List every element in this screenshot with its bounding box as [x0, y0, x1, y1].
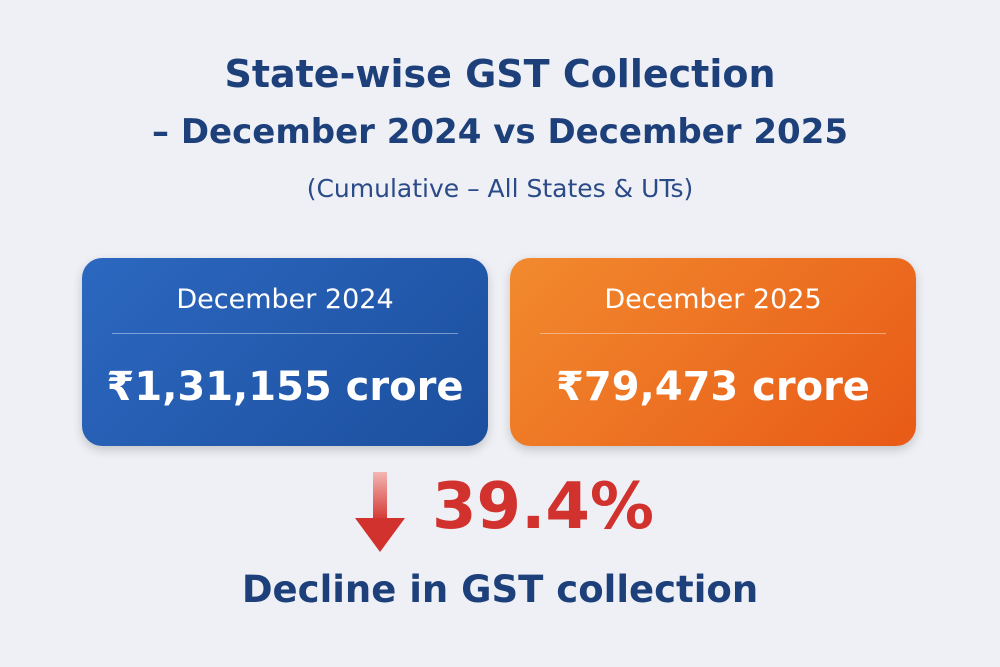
down-arrow: [355, 472, 405, 552]
note: (Cumulative – All States & UTs): [306, 174, 694, 203]
card: December 2025 ₹79,473 crore: [510, 258, 916, 446]
card-amount: ₹79,473 crore: [556, 364, 870, 410]
divider: [540, 333, 886, 334]
change-value: 39.4%: [432, 470, 655, 544]
divider: [112, 333, 458, 334]
card-amount: ₹1,31,155 crore: [106, 364, 464, 410]
card-label: December 2025: [604, 284, 822, 315]
subtitle: – December 2024 vs December 2025: [151, 112, 849, 152]
card: December 2024 ₹1,31,155 crore: [82, 258, 488, 446]
change-caption: Decline in GST collection: [241, 568, 759, 611]
title: State-wise GST Collection: [224, 52, 776, 96]
card-label: December 2024: [176, 284, 394, 315]
